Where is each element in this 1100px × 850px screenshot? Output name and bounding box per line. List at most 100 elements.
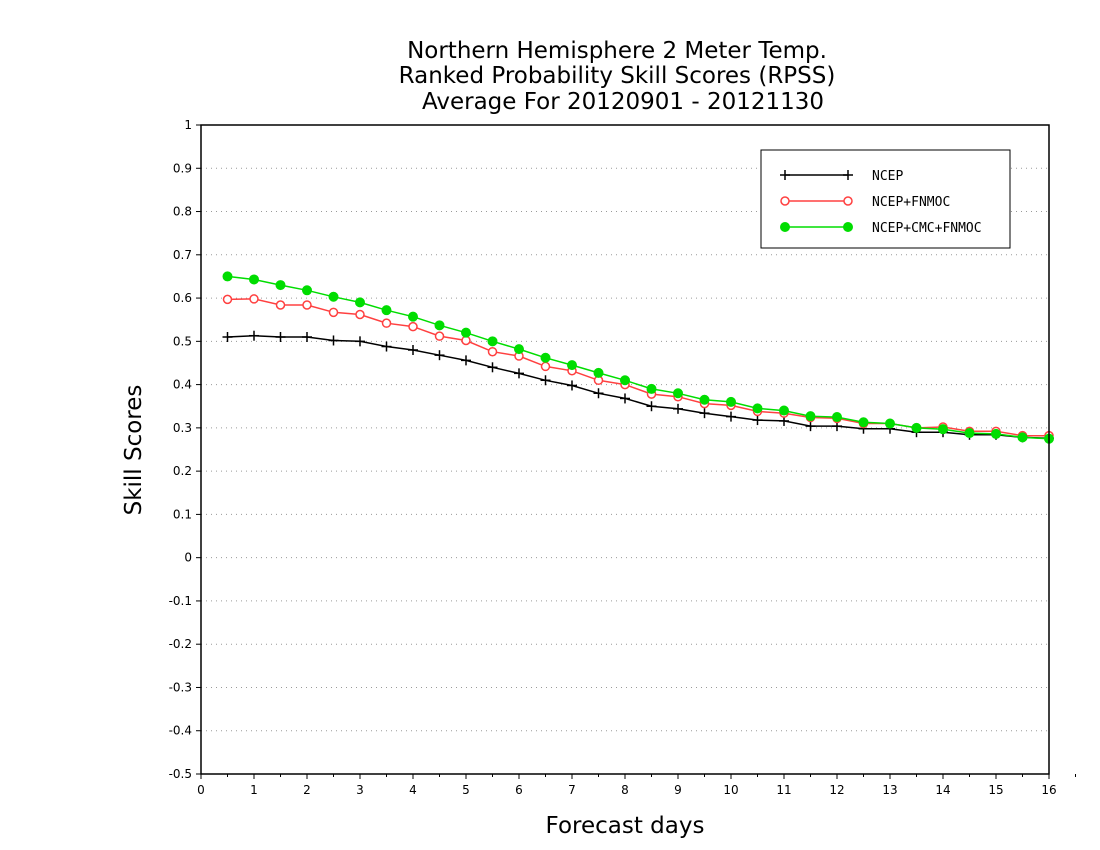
- x-tick-label: 4: [409, 783, 417, 797]
- x-tick-label: 3: [356, 783, 364, 797]
- data-point-ncep-fnmoc: [328, 307, 339, 318]
- y-tick-label: 0.2: [173, 464, 192, 478]
- y-tick-label: -0.3: [169, 680, 192, 694]
- data-point-ncep-cmc-fnmoc: [832, 412, 842, 423]
- chart-title: Northern Hemisphere 2 Meter Temp. Ranked…: [399, 38, 836, 115]
- data-point-ncep: [593, 388, 604, 399]
- x-tick-label: 5: [462, 783, 470, 797]
- data-point-ncep-fnmoc: [487, 346, 498, 357]
- data-point-ncep-fnmoc: [249, 294, 259, 304]
- data-point-ncep: [699, 408, 710, 419]
- data-point-ncep-fnmoc: [408, 321, 418, 332]
- x-tick-label: 13: [882, 783, 897, 797]
- series-line-ncep-cmc-fnmoc: [227, 275, 1050, 440]
- data-point-ncep-cmc-fnmoc: [540, 352, 551, 363]
- data-point-ncep-cmc-fnmoc: [779, 405, 789, 416]
- data-point-ncep-fnmoc: [381, 318, 392, 328]
- data-point-ncep-fnmoc: [302, 300, 312, 310]
- x-axis: 0 1 2 3 4 5 6 7 8 9 10 11 12 13 14 15 16: [197, 774, 1076, 797]
- data-point-ncep-cmc-fnmoc: [593, 367, 604, 378]
- data-point-ncep-fnmoc: [355, 309, 365, 320]
- data-point-ncep: [461, 355, 471, 366]
- data-point-ncep-cmc-fnmoc: [885, 418, 895, 429]
- legend-marker: [780, 196, 790, 206]
- legend: NCEP NCEP+FNMOC NCEP+CMC+FNMOC: [760, 149, 1011, 249]
- x-tick-label: 11: [776, 783, 791, 797]
- x-tick-label: 12: [829, 783, 844, 797]
- data-point-ncep: [249, 330, 259, 341]
- data-point-ncep: [302, 332, 312, 343]
- series-layer: [222, 271, 1054, 444]
- y-tick-label: 0.8: [173, 205, 192, 219]
- data-point-ncep-cmc-fnmoc: [355, 297, 365, 308]
- legend-marker: [843, 222, 853, 232]
- data-point-ncep: [567, 380, 577, 391]
- data-point-ncep-cmc-fnmoc: [434, 320, 445, 331]
- title-line-2: Ranked Probability Skill Scores (RPSS): [399, 63, 836, 89]
- data-point-ncep-cmc-fnmoc: [991, 428, 1001, 439]
- data-point-ncep: [487, 362, 498, 373]
- data-point-ncep-cmc-fnmoc: [805, 411, 816, 422]
- gridlines: [201, 167, 1049, 732]
- legend-marker: [780, 170, 790, 180]
- data-point-ncep-cmc-fnmoc: [222, 271, 233, 282]
- x-tick-label: 1: [250, 783, 258, 797]
- data-point-ncep-cmc-fnmoc: [646, 383, 657, 394]
- data-point-ncep-fnmoc: [540, 361, 551, 372]
- x-tick-label: 14: [935, 783, 950, 797]
- data-point-ncep-fnmoc: [222, 294, 233, 305]
- legend-box: [760, 149, 1011, 249]
- y-axis: -0.5 -0.4 -0.3 -0.2 -0.1 0 0.1 0.2 0.3 0.4 0.5 0.6 0…: [169, 118, 201, 781]
- data-point-ncep-cmc-fnmoc: [328, 291, 339, 302]
- legend-marker: [843, 196, 853, 206]
- y-tick-label: -0.1: [169, 594, 192, 608]
- data-point-ncep: [752, 415, 763, 426]
- x-tick-label: 9: [674, 783, 682, 797]
- data-point-ncep-cmc-fnmoc: [567, 360, 577, 371]
- legend-marker: [843, 170, 853, 180]
- data-point-ncep: [805, 421, 816, 432]
- y-tick-label: 0.7: [173, 248, 192, 262]
- legend-item-ncep-cmc-fnmoc: NCEP+CMC+FNMOC: [780, 221, 982, 236]
- data-point-ncep-cmc-fnmoc: [461, 327, 471, 338]
- data-point-ncep-cmc-fnmoc: [620, 375, 630, 386]
- y-tick-label: 0.4: [173, 378, 192, 392]
- data-point-ncep: [355, 336, 365, 347]
- data-point-ncep: [381, 341, 392, 352]
- y-tick-label: 0.1: [173, 507, 192, 521]
- series-line-ncep: [227, 334, 1050, 440]
- legend-marker: [780, 222, 790, 232]
- y-tick-label: -0.5: [169, 767, 192, 781]
- x-tick-label: 10: [723, 783, 738, 797]
- data-point-ncep-cmc-fnmoc: [302, 285, 312, 296]
- data-point-ncep-cmc-fnmoc: [752, 403, 763, 414]
- data-point-ncep-cmc-fnmoc: [858, 417, 869, 428]
- data-point-ncep-cmc-fnmoc: [726, 396, 736, 407]
- y-tick-label: -0.2: [169, 637, 192, 651]
- y-tick-label: -0.4: [169, 724, 192, 738]
- data-point-ncep: [434, 350, 445, 361]
- y-tick-label: 0.3: [173, 421, 192, 435]
- y-tick-label: 0.5: [173, 334, 192, 348]
- legend-item-ncep-fnmoc: NCEP+FNMOC: [780, 195, 950, 210]
- x-tick-label: 8: [621, 783, 629, 797]
- data-point-ncep-cmc-fnmoc: [699, 394, 710, 405]
- data-point-ncep-fnmoc: [434, 331, 445, 341]
- x-tick-label: 0: [197, 783, 205, 797]
- data-point-ncep-cmc-fnmoc: [1017, 432, 1028, 443]
- data-point-ncep: [646, 401, 657, 412]
- y-tick-label: 0.9: [173, 161, 192, 175]
- title-line-1: Northern Hemisphere 2 Meter Temp.: [407, 38, 827, 64]
- title-line-3: Average For 20120901 - 20121130: [422, 89, 824, 115]
- y-tick-label: 0.6: [173, 291, 192, 305]
- data-point-ncep-cmc-fnmoc: [249, 274, 259, 285]
- series-ncep: [222, 330, 1054, 444]
- data-point-ncep: [673, 403, 683, 414]
- data-point-ncep-cmc-fnmoc: [673, 388, 683, 399]
- data-point-ncep: [408, 344, 418, 355]
- data-point-ncep: [328, 335, 339, 346]
- data-point-ncep-fnmoc: [275, 300, 286, 310]
- y-tick-label: 0: [184, 551, 192, 565]
- x-tick-label: 16: [1041, 783, 1056, 797]
